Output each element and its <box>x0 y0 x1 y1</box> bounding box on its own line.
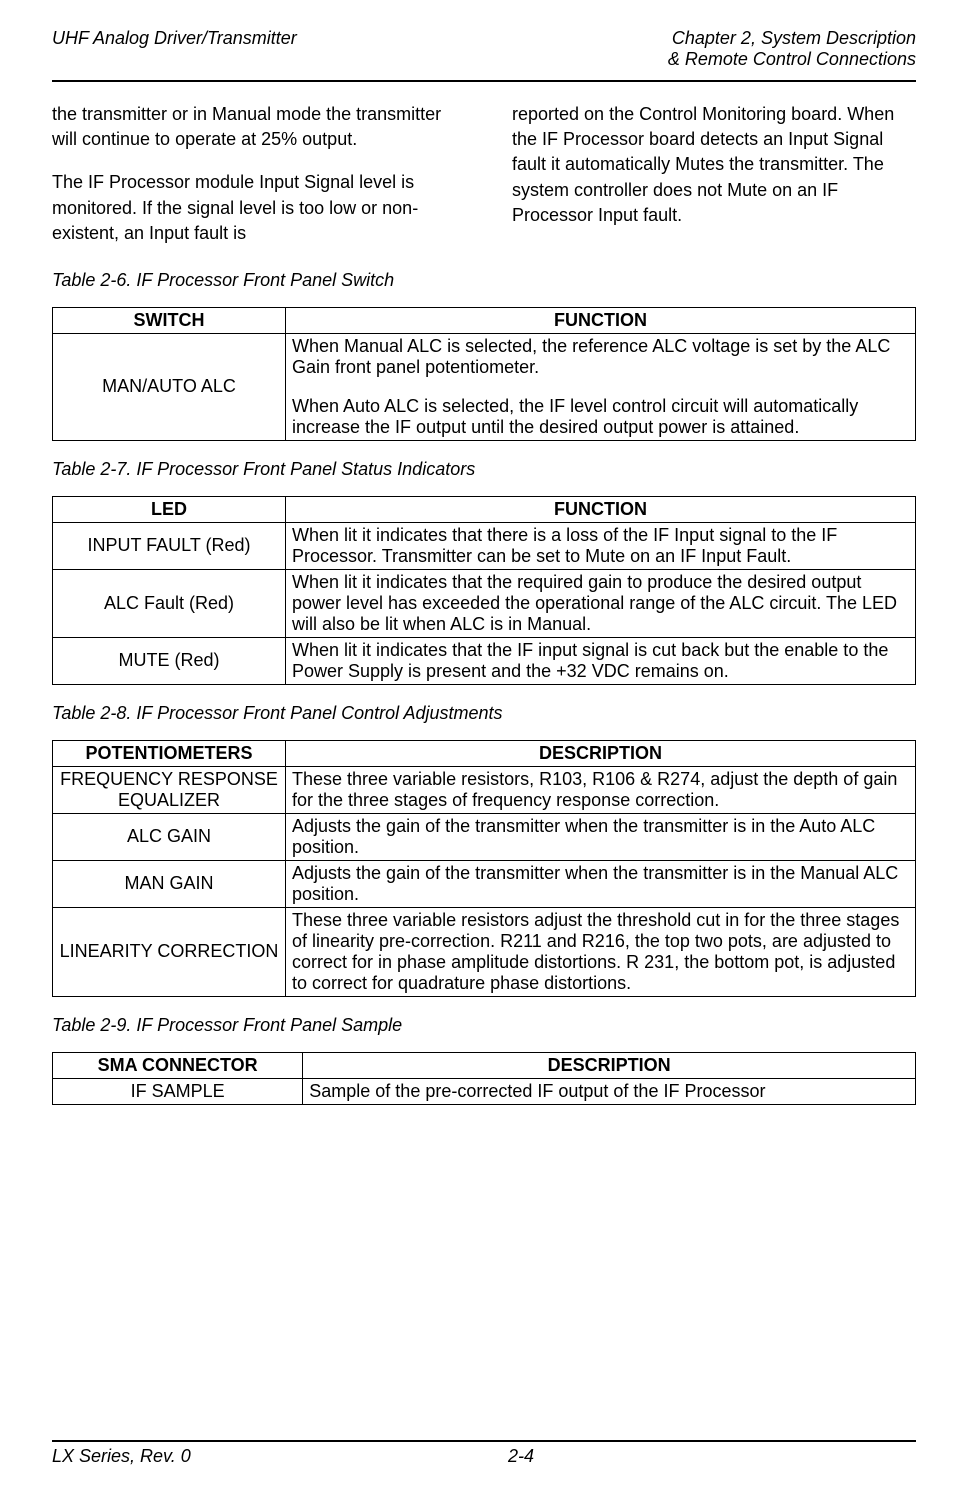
table-cell: These three variable resistors, R103, R1… <box>286 766 916 813</box>
paragraph: The IF Processor module Input Signal lev… <box>52 170 456 246</box>
table-cell: ALC Fault (Red) <box>53 569 286 637</box>
footer-content: LX Series, Rev. 0 2-4 <box>52 1446 916 1467</box>
table-cell: ALC GAIN <box>53 813 286 860</box>
table9-caption: Table 2-9. IF Processor Front Panel Samp… <box>52 1015 916 1036</box>
table-header-cell: DESCRIPTION <box>286 740 916 766</box>
table-header-row: SMA CONNECTOR DESCRIPTION <box>53 1052 916 1078</box>
table7-caption: Table 2-7. IF Processor Front Panel Stat… <box>52 459 916 480</box>
table-row: LINEARITY CORRECTION These three variabl… <box>53 907 916 996</box>
table-cell: When Manual ALC is selected, the referen… <box>286 333 916 440</box>
table-row: INPUT FAULT (Red) When lit it indicates … <box>53 522 916 569</box>
table-header-cell: POTENTIOMETERS <box>53 740 286 766</box>
table-header-cell: LED <box>53 496 286 522</box>
header-left: UHF Analog Driver/Transmitter <box>52 28 297 49</box>
table-cell: LINEARITY CORRECTION <box>53 907 286 996</box>
table-cell: MAN/AUTO ALC <box>53 333 286 440</box>
page-footer: LX Series, Rev. 0 2-4 <box>52 1440 916 1467</box>
table7: LED FUNCTION INPUT FAULT (Red) When lit … <box>52 496 916 685</box>
footer-rule <box>52 1440 916 1442</box>
header-right-line2: & Remote Control Connections <box>668 49 916 70</box>
table-header-cell: SMA CONNECTOR <box>53 1052 303 1078</box>
table-cell: When lit it indicates that the IF input … <box>286 637 916 684</box>
table-cell: When lit it indicates that the required … <box>286 569 916 637</box>
header-right: Chapter 2, System Description & Remote C… <box>668 28 916 70</box>
header-right-line1: Chapter 2, System Description <box>668 28 916 49</box>
header-rule <box>52 80 916 82</box>
table-cell: Adjusts the gain of the transmitter when… <box>286 860 916 907</box>
table-cell: When lit it indicates that there is a lo… <box>286 522 916 569</box>
table-header-cell: SWITCH <box>53 307 286 333</box>
table9: SMA CONNECTOR DESCRIPTION IF SAMPLE Samp… <box>52 1052 916 1105</box>
table-cell: MUTE (Red) <box>53 637 286 684</box>
paragraph: reported on the Control Monitoring board… <box>512 102 916 228</box>
footer-page-number: 2-4 <box>460 1446 916 1467</box>
table6-caption: Table 2-6. IF Processor Front Panel Swit… <box>52 270 916 291</box>
table6: SWITCH FUNCTION MAN/AUTO ALC When Manual… <box>52 307 916 441</box>
table-row: MAN/AUTO ALC When Manual ALC is selected… <box>53 333 916 440</box>
table-row: MAN GAIN Adjusts the gain of the transmi… <box>53 860 916 907</box>
table-header-cell: FUNCTION <box>286 307 916 333</box>
table-cell: FREQUENCY RESPONSE EQUALIZER <box>53 766 286 813</box>
table-header-cell: FUNCTION <box>286 496 916 522</box>
table-row: ALC Fault (Red) When lit it indicates th… <box>53 569 916 637</box>
table-header-row: SWITCH FUNCTION <box>53 307 916 333</box>
table-row: MUTE (Red) When lit it indicates that th… <box>53 637 916 684</box>
table-row: FREQUENCY RESPONSE EQUALIZER These three… <box>53 766 916 813</box>
table-cell: INPUT FAULT (Red) <box>53 522 286 569</box>
table8: POTENTIOMETERS DESCRIPTION FREQUENCY RES… <box>52 740 916 997</box>
table8-caption: Table 2-8. IF Processor Front Panel Cont… <box>52 703 916 724</box>
cell-paragraph: When Auto ALC is selected, the IF level … <box>292 396 909 438</box>
table-cell: Adjusts the gain of the transmitter when… <box>286 813 916 860</box>
body-text-columns: the transmitter or in Manual mode the tr… <box>52 102 916 246</box>
table-row: IF SAMPLE Sample of the pre-corrected IF… <box>53 1078 916 1104</box>
table-cell: MAN GAIN <box>53 860 286 907</box>
paragraph: the transmitter or in Manual mode the tr… <box>52 102 456 152</box>
table-row: ALC GAIN Adjusts the gain of the transmi… <box>53 813 916 860</box>
cell-paragraph: When Manual ALC is selected, the referen… <box>292 336 909 378</box>
table-cell: Sample of the pre-corrected IF output of… <box>303 1078 916 1104</box>
table-cell: These three variable resistors adjust th… <box>286 907 916 996</box>
table-header-cell: DESCRIPTION <box>303 1052 916 1078</box>
body-column-left: the transmitter or in Manual mode the tr… <box>52 102 456 246</box>
table-cell: IF SAMPLE <box>53 1078 303 1104</box>
table-header-row: POTENTIOMETERS DESCRIPTION <box>53 740 916 766</box>
page-header: UHF Analog Driver/Transmitter Chapter 2,… <box>52 28 916 70</box>
body-column-right: reported on the Control Monitoring board… <box>512 102 916 246</box>
table-header-row: LED FUNCTION <box>53 496 916 522</box>
footer-left: LX Series, Rev. 0 <box>52 1446 460 1467</box>
